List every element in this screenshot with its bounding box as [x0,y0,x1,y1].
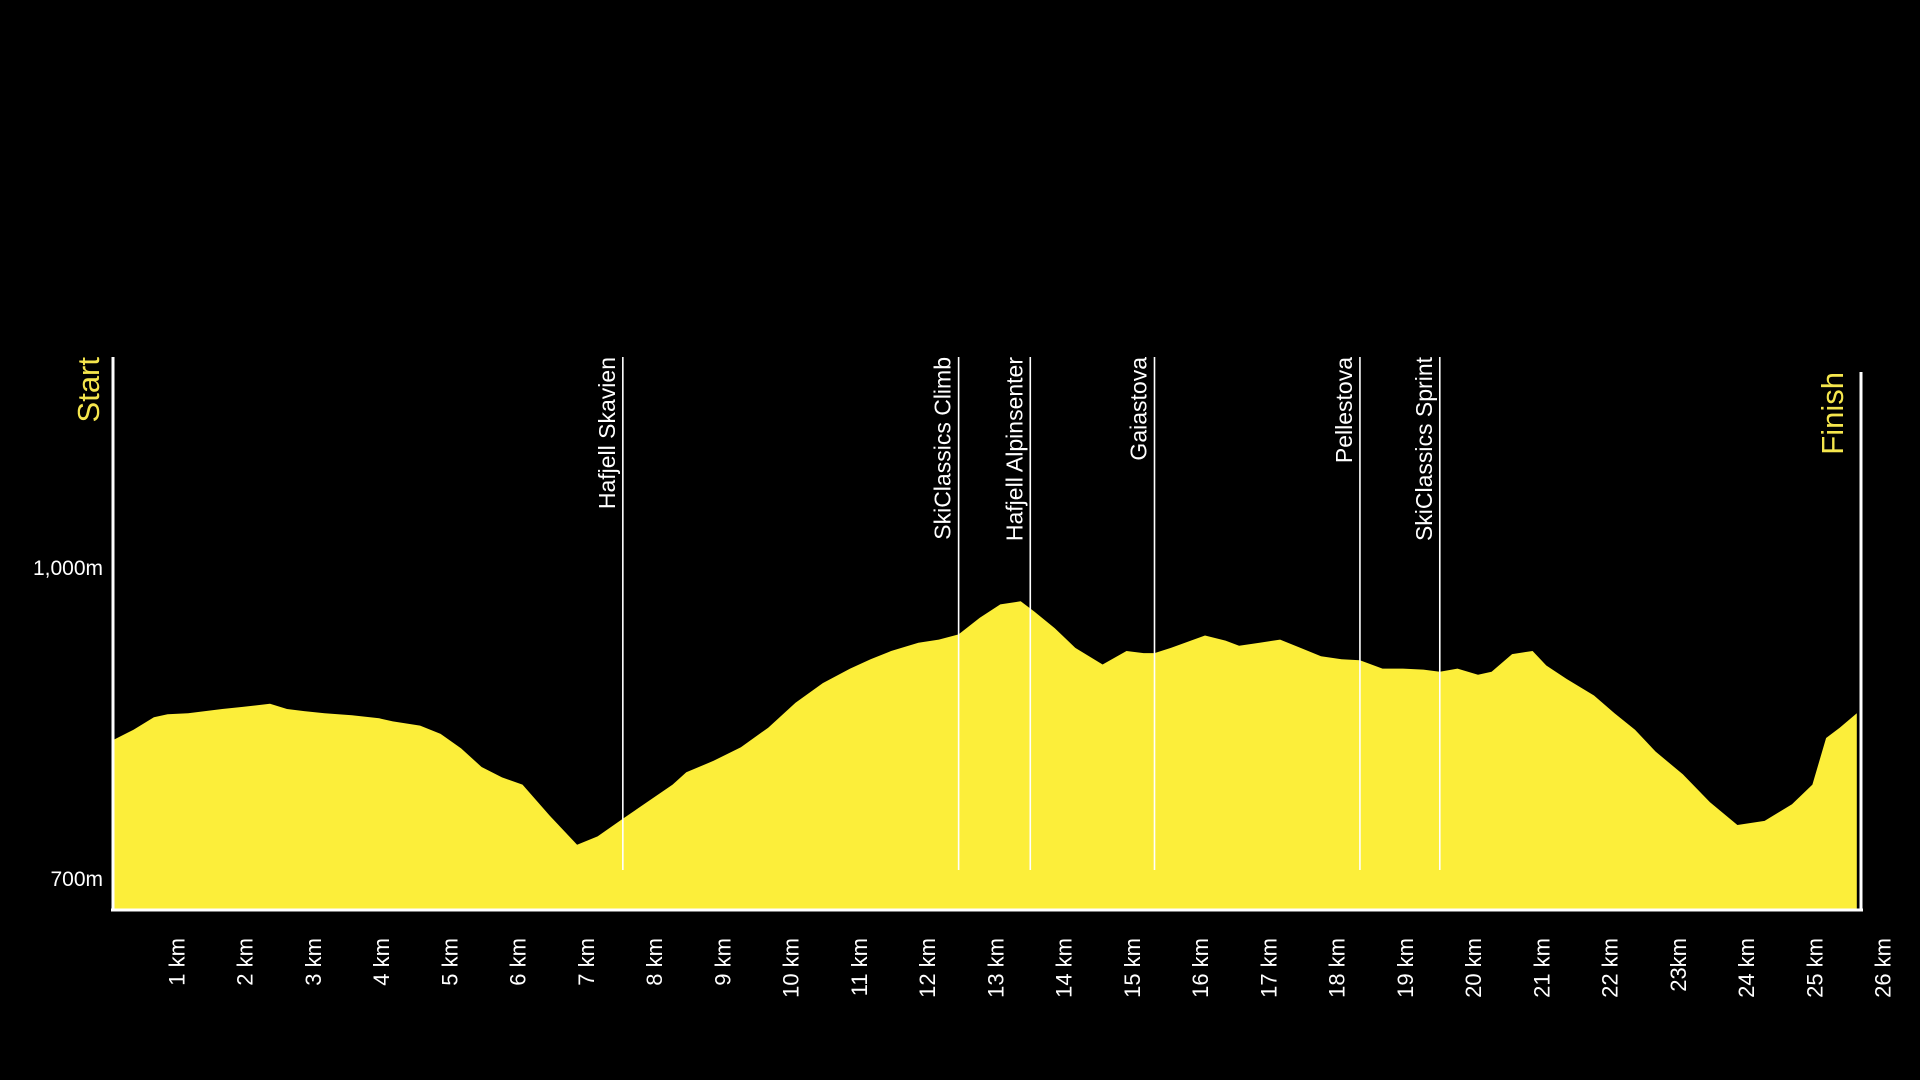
y-tick-label: 700m [50,868,103,891]
x-tick-label: 3 km [301,938,326,986]
x-tick-label: 16 km [1188,938,1213,998]
start-label: Start [71,357,106,423]
x-tick-label: 24 km [1734,938,1759,998]
x-tick-label: 8 km [642,938,667,986]
x-tick-label: 14 km [1052,938,1077,998]
waypoint-label-skiclassics-sprint: SkiClassics Sprint [1411,356,1437,541]
waypoint-label-pellestova: Pellestova [1331,357,1357,463]
x-tick-label: 4 km [369,938,394,986]
x-tick-label: 5 km [437,938,462,986]
x-tick-label: 20 km [1461,938,1486,998]
x-tick-label: 23km [1666,938,1691,992]
waypoint-label-skiclassics-climb: SkiClassics Climb [930,357,956,540]
waypoint-label-hafjell-skavien: Hafjell Skavien [594,357,620,509]
x-tick-label: 15 km [1120,938,1145,998]
x-tick-label: 9 km [710,938,735,986]
x-tick-label: 13 km [983,938,1008,998]
x-tick-label: 18 km [1325,938,1350,998]
waypoint-label-hafjell-alpinsenter: Hafjell Alpinsenter [1001,357,1027,541]
x-tick-label: 19 km [1393,938,1418,998]
x-tick-label: 2 km [233,938,258,986]
x-tick-label: 11 km [847,938,872,996]
x-tick-label: 10 km [779,938,804,998]
elevation-area [113,601,1857,910]
x-tick-label: 25 km [1802,938,1827,998]
x-tick-label: 26 km [1871,938,1896,998]
x-tick-label: 12 km [915,938,940,998]
x-tick-label: 7 km [574,938,599,986]
x-tick-label: 17 km [1256,938,1281,998]
finish-label: Finish [1815,372,1850,455]
x-tick-label: 22 km [1598,938,1623,998]
x-tick-label: 1 km [164,938,189,986]
x-tick-label: 21 km [1529,938,1554,998]
x-tick-label: 6 km [506,938,531,986]
waypoint-label-gaiastova: Gaiastova [1125,357,1151,461]
y-tick-label: 1,000m [33,557,103,580]
